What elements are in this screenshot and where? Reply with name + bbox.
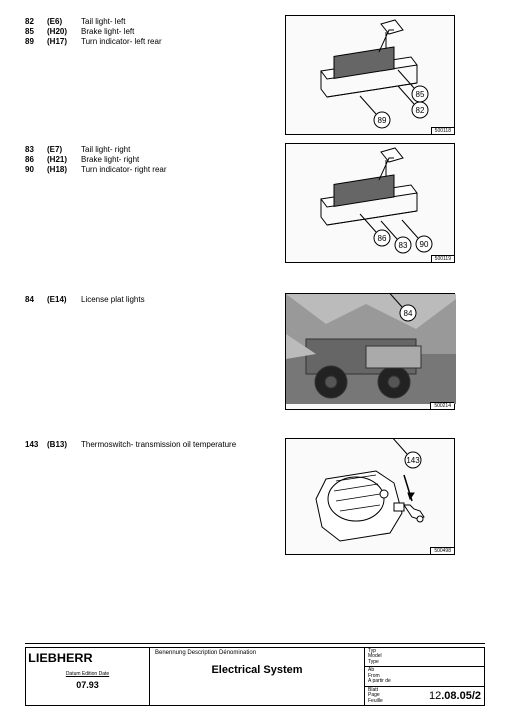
svg-text:84: 84 xyxy=(404,309,413,318)
brand-logo: LIEBHERR xyxy=(28,651,147,665)
section: 82(E6)Tail light- left85(H20)Brake light… xyxy=(25,15,485,135)
item-number: 143 xyxy=(25,440,47,449)
item-description: Tail light- right xyxy=(81,145,285,154)
figure-id: 500119 xyxy=(431,255,454,262)
svg-text:143: 143 xyxy=(406,456,420,465)
item-number: 89 xyxy=(25,37,47,46)
svg-text:82: 82 xyxy=(416,106,425,115)
parts-list-item: 82(E6)Tail light- left xyxy=(25,17,285,26)
meta-box: Typ Model Type Ab From A partir de Blatt… xyxy=(365,647,485,707)
parts-list-item: 84(E14)License plat lights xyxy=(25,295,285,304)
page-row: Blatt Page Feuille 12.08.05/2 xyxy=(365,687,484,706)
item-description: Brake light- right xyxy=(81,155,285,164)
parts-list-item: 86(H21)Brake light- right xyxy=(25,155,285,164)
svg-text:90: 90 xyxy=(420,240,429,249)
svg-text:83: 83 xyxy=(399,241,408,250)
footer: LIEBHERR Datum Edition Date 07.93 Benenn… xyxy=(25,643,485,707)
item-description: Turn indicator- left rear xyxy=(81,37,285,46)
parts-list-item: 89(H17)Turn indicator- left rear xyxy=(25,37,285,46)
item-number: 85 xyxy=(25,27,47,36)
figure-id: 500498 xyxy=(430,547,454,554)
item-number: 84 xyxy=(25,295,47,304)
item-description: Tail light- left xyxy=(81,17,285,26)
parts-list-item: 90(H18)Turn indicator- right rear xyxy=(25,165,285,174)
svg-text:86: 86 xyxy=(378,234,387,243)
svg-text:89: 89 xyxy=(378,116,387,125)
logo-box: LIEBHERR Datum Edition Date 07.93 xyxy=(25,647,150,707)
item-description: Thermoswitch- transmission oil temperatu… xyxy=(81,440,285,449)
parts-list-item: 85(H20)Brake light- left xyxy=(25,27,285,36)
type-row: Typ Model Type xyxy=(365,648,484,668)
page-number: 12.08.05/2 xyxy=(429,690,481,702)
page: 82(E6)Tail light- left85(H20)Brake light… xyxy=(0,0,510,555)
section: 143(B13)Thermoswitch- transmission oil t… xyxy=(25,438,485,555)
item-code: (H20) xyxy=(47,27,81,36)
figure: 84 500214 xyxy=(285,293,455,410)
svg-text:85: 85 xyxy=(416,90,425,99)
item-number: 86 xyxy=(25,155,47,164)
title-head: Benennung Description Dénomination xyxy=(155,650,359,656)
figure: 143 500498 xyxy=(285,438,455,555)
item-code: (H17) xyxy=(47,37,81,46)
item-number: 82 xyxy=(25,17,47,26)
item-description: License plat lights xyxy=(81,295,285,304)
figure: 85 82 89 500118 xyxy=(285,15,455,135)
section: 84(E14)License plat lights 84 500214 xyxy=(25,293,485,410)
item-description: Turn indicator- right rear xyxy=(81,165,285,174)
doc-title: Electrical System xyxy=(155,664,359,676)
date-label: Datum Edition Date xyxy=(31,671,144,677)
date-value: 07.93 xyxy=(31,680,144,690)
item-code: (H18) xyxy=(47,165,81,174)
item-number: 90 xyxy=(25,165,47,174)
figure-id: 500214 xyxy=(430,402,454,409)
item-code: (B13) xyxy=(47,440,81,449)
figure-id: 500118 xyxy=(431,127,454,134)
parts-list-item: 83(E7)Tail light- right xyxy=(25,145,285,154)
from-row: Ab From A partir de xyxy=(365,667,484,687)
item-code: (E7) xyxy=(47,145,81,154)
figure: 86 83 90 500119 xyxy=(285,143,455,263)
item-description: Brake light- left xyxy=(81,27,285,36)
item-number: 83 xyxy=(25,145,47,154)
parts-list-item: 143(B13)Thermoswitch- transmission oil t… xyxy=(25,440,285,449)
item-code: (E6) xyxy=(47,17,81,26)
item-code: (E14) xyxy=(47,295,81,304)
title-box: Benennung Description Dénomination Elect… xyxy=(150,647,365,707)
section: 83(E7)Tail light- right86(H21)Brake ligh… xyxy=(25,143,485,263)
item-code: (H21) xyxy=(47,155,81,164)
